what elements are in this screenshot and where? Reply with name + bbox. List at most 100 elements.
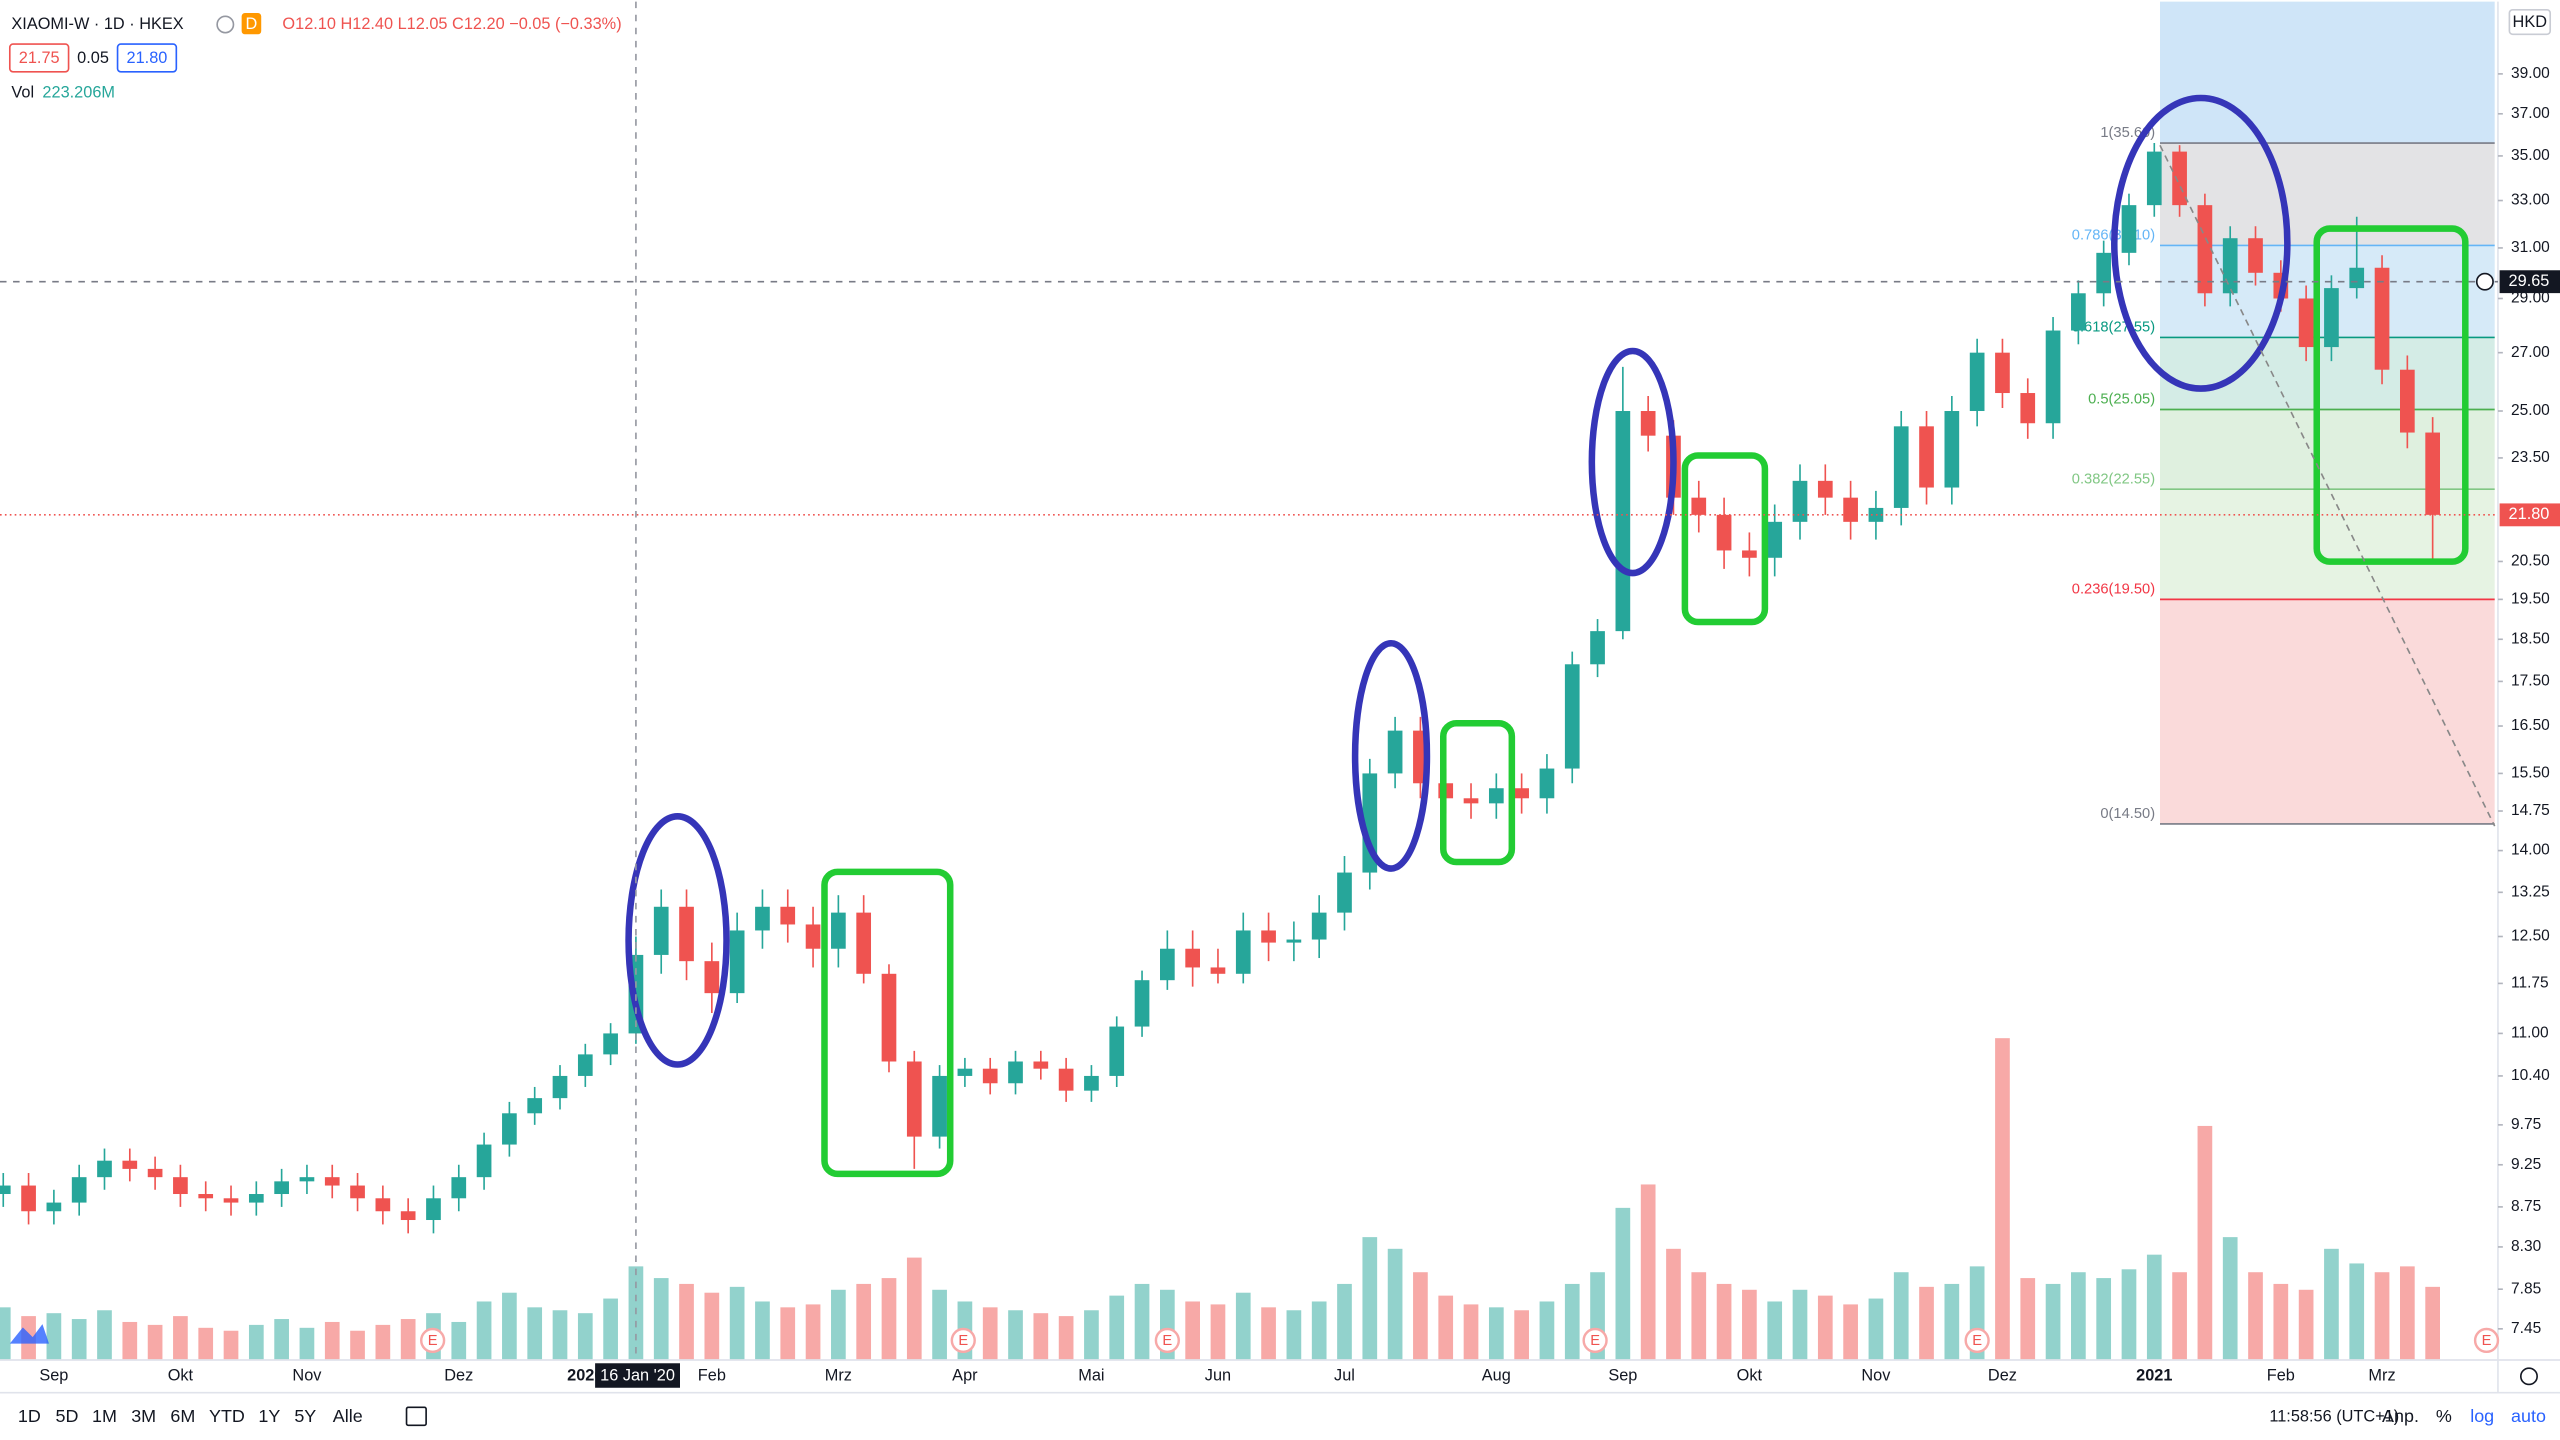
percent-button[interactable]: % [2436,1406,2452,1426]
candle-body [2298,298,2314,348]
x-tick-label: Mai [1078,1367,1104,1385]
volume-bar [147,1324,163,1360]
volume-bar [97,1310,112,1360]
candle-body [1210,967,1226,974]
ask-price[interactable]: 21.80 [127,49,168,67]
earnings-label[interactable]: E [958,1333,968,1349]
highlight-box [1681,452,1769,626]
candle-body [2222,238,2238,294]
volume-bar [653,1278,669,1360]
volume-bar [1488,1307,1504,1360]
volume-bar [2248,1272,2263,1360]
candle-body [1615,411,1631,632]
candle-body [2324,288,2339,348]
range-button[interactable]: 6M [170,1406,195,1426]
logo[interactable] [9,1324,49,1344]
volume-bar [400,1319,416,1360]
candle-body [982,1068,998,1084]
earnings-icon[interactable] [1154,1327,1180,1354]
earnings-icon[interactable] [1582,1327,1608,1354]
earnings-icon[interactable] [1964,1327,1990,1354]
volume-bar [248,1324,264,1360]
add-alert-icon[interactable] [2475,272,2494,291]
range-button[interactable]: 5Y [294,1406,316,1426]
candle-body [1944,411,1960,488]
y-tick-label: 23.50 [2511,449,2550,466]
candle-body [780,906,796,925]
y-tick-label: 11.75 [2511,975,2549,992]
earnings-icon[interactable] [420,1327,446,1354]
settings-icon[interactable] [216,15,235,34]
earnings-icon[interactable] [950,1327,976,1354]
candle-body [2020,393,2036,424]
candle-body [831,912,846,949]
volume-bar [831,1289,846,1360]
earnings-label[interactable]: E [1972,1333,1982,1349]
currency[interactable]: HKD [2513,13,2547,31]
volume-bar [2273,1283,2289,1360]
ohlc-values: O12.10 H12.40 L12.05 C12.20 −0.05 (−0.33… [282,15,621,33]
candle-body [1767,521,1783,558]
log-button[interactable]: log [2470,1406,2494,1426]
range-button[interactable]: YTD [209,1406,245,1426]
volume-bar [1817,1295,1833,1360]
volume-bar [527,1307,543,1360]
symbol-title[interactable]: XIAOMI-W · 1D · HKEX [11,15,183,33]
currency-box[interactable] [2508,8,2552,36]
candle-body [1033,1061,1049,1069]
candle-body [2425,432,2440,515]
candle-body [2121,205,2137,253]
overlay-layer [625,94,2496,1178]
settings-gear[interactable] [2520,1367,2538,1386]
volume-bar [805,1304,821,1360]
earnings-label[interactable]: E [1590,1333,1600,1349]
calendar-icon[interactable] [405,1406,427,1427]
candle-body [2096,252,2112,294]
earnings-label[interactable]: E [428,1333,438,1349]
y-tick-label: 9.25 [2511,1156,2541,1173]
earnings-label[interactable]: E [1162,1333,1172,1349]
candle-body [1387,730,1403,774]
bid-box[interactable] [8,43,70,73]
volume-bar [451,1321,467,1360]
candle-body [1716,514,1732,551]
candle-body [603,1033,618,1055]
adjust-button[interactable]: Anp. [2382,1406,2419,1426]
volume-bar [2374,1272,2390,1360]
volume-bar [1261,1307,1276,1360]
range-button[interactable]: 1M [92,1406,117,1426]
volume-bar [1210,1304,1226,1360]
volume-value: 223.206M [42,83,115,101]
y-tick-label: 14.00 [2511,842,2550,859]
y-tick-label: 33.00 [2511,192,2550,209]
highlight-ellipse [1588,347,1677,577]
candle-body [1058,1068,1074,1091]
volume-bar [476,1301,492,1360]
volume-bar [2071,1272,2086,1360]
earnings-icon[interactable] [2473,1327,2500,1354]
range-button[interactable]: 1D [18,1406,41,1426]
volume-bar [2298,1289,2314,1360]
ask-box[interactable] [116,43,178,73]
candle-body [2400,369,2415,433]
candle-body [476,1144,492,1178]
auto-button[interactable]: auto [2511,1406,2546,1426]
crosshair-date: 16 Jan '20 [600,1367,675,1385]
range-button[interactable]: 3M [131,1406,156,1426]
candle-body [1969,352,1985,412]
candle-body [1008,1061,1023,1084]
volume-label: Vol [11,83,34,101]
crosshair-price: 29.65 [2509,272,2550,290]
range-button[interactable]: 1Y [258,1406,280,1426]
earnings-label[interactable]: E [2482,1333,2492,1349]
candle-body [704,961,720,994]
y-tick-label: 7.45 [2511,1320,2541,1337]
volume-bar [729,1286,745,1360]
fib-zone [2160,599,2495,824]
range-button[interactable]: Alle [333,1406,363,1426]
bid-price[interactable]: 21.75 [19,49,60,67]
range-button[interactable]: 5D [55,1406,78,1426]
